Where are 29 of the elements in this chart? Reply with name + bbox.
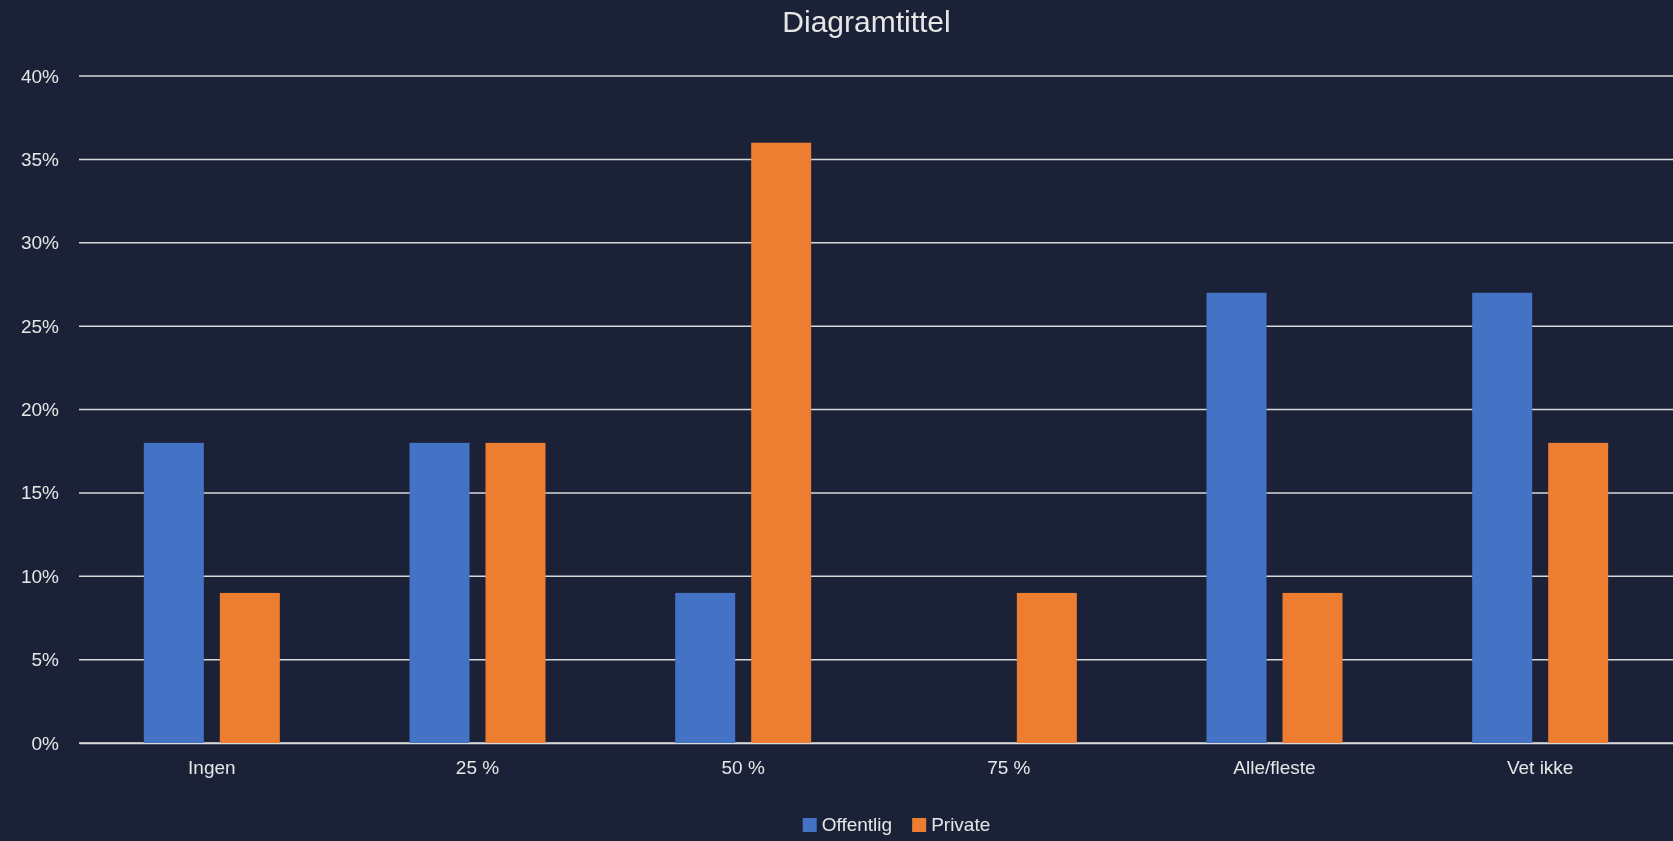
y-tick-label: 20%	[20, 399, 60, 421]
bar	[485, 442, 546, 743]
y-tick-label: 15%	[20, 482, 60, 504]
y-tick-label: 10%	[20, 565, 60, 587]
y-tick-label: 30%	[20, 232, 60, 254]
legend-label: Offentlig	[821, 814, 893, 835]
y-tick-label: 5%	[31, 649, 60, 671]
bar	[1472, 292, 1533, 743]
bar	[751, 142, 812, 743]
bar	[409, 442, 470, 743]
bar	[675, 592, 736, 743]
x-tick-label: Ingen	[188, 757, 236, 779]
y-tick-label: 0%	[31, 732, 60, 754]
x-tick-label: 75 %	[987, 757, 1031, 779]
x-tick-label: 50 %	[721, 757, 765, 779]
bar	[1016, 592, 1077, 743]
bar	[143, 442, 204, 743]
y-tick-label: 25%	[20, 315, 60, 337]
y-tick-label: 35%	[20, 148, 60, 170]
bar	[1548, 442, 1609, 743]
bar	[219, 592, 280, 743]
x-tick-label: Vet ikke	[1506, 757, 1574, 779]
y-tick-label: 40%	[20, 65, 60, 87]
x-tick-label: Alle/fleste	[1233, 757, 1316, 779]
legend-label: Private	[931, 814, 991, 835]
chart-title: Diagramtittel	[782, 5, 951, 38]
bar	[1206, 292, 1267, 743]
x-tick-label: 25 %	[455, 757, 500, 779]
bar	[1282, 592, 1343, 743]
